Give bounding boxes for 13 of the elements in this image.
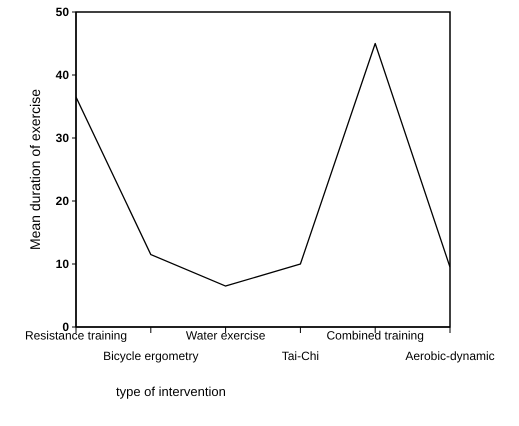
x-tick-label: Combined training [326, 328, 424, 343]
y-tick-label: 0 [62, 320, 70, 334]
x-tick-label: Water exercise [186, 328, 266, 343]
x-axis-title: type of intervention [116, 384, 226, 399]
y-tick-label: 50 [56, 4, 70, 19]
y-tick-label: 30 [56, 130, 70, 145]
y-axis-title: Mean duration of exercise [27, 88, 43, 250]
x-tick-label: Tai-Chi [282, 348, 320, 363]
y-tick-label: 10 [56, 256, 70, 271]
x-tick-label: Aerobic-dynamic [405, 348, 495, 363]
y-tick-label: 20 [56, 194, 70, 208]
x-tick-label: Bicycle ergometry [103, 348, 198, 363]
y-tick-label: 40 [56, 68, 70, 82]
